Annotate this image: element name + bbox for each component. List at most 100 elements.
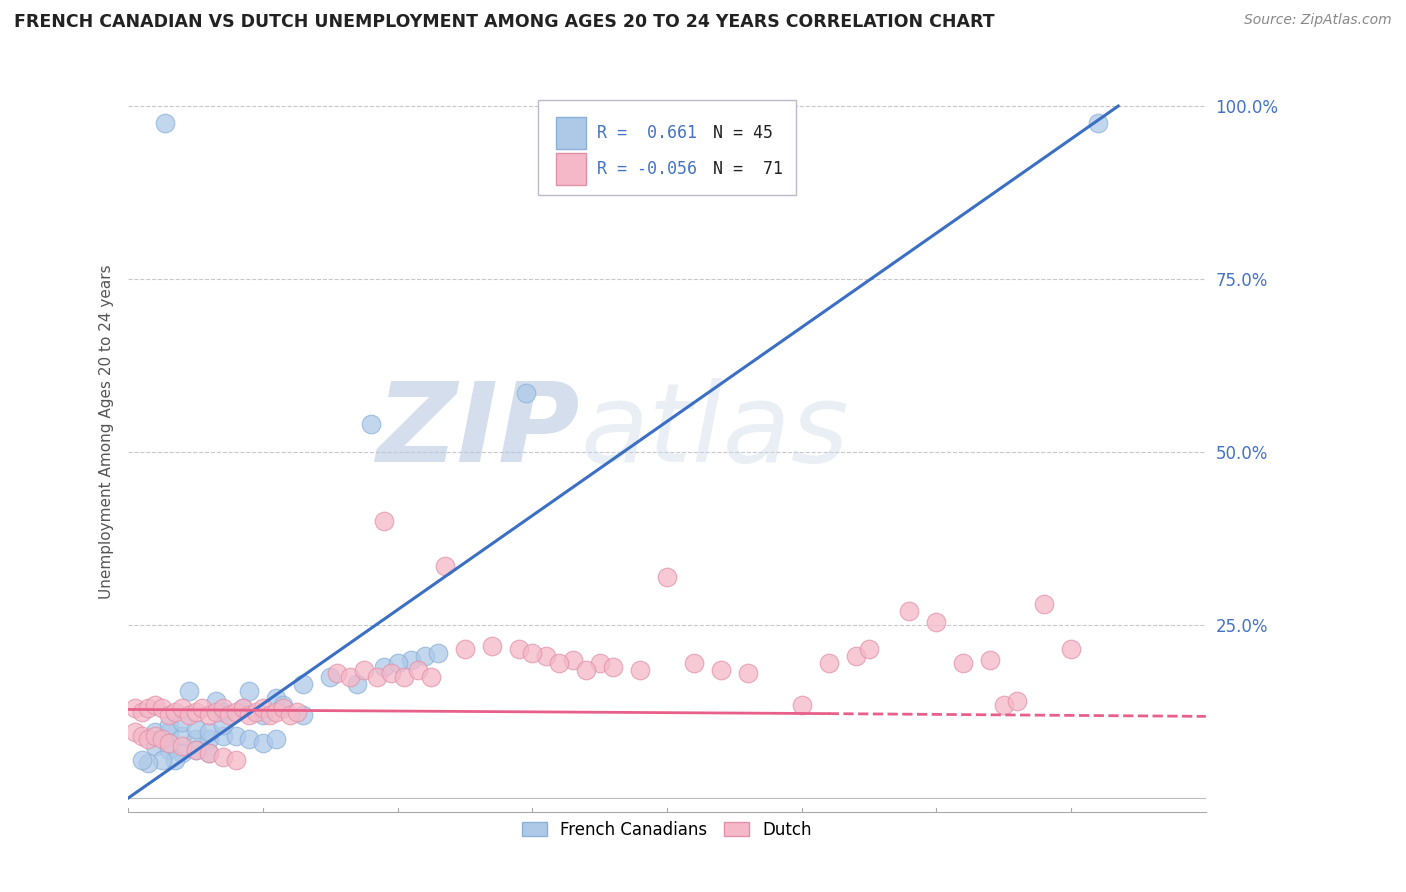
Point — [266, 732, 288, 747]
Point — [925, 615, 948, 629]
Point — [326, 666, 349, 681]
Point — [211, 705, 233, 719]
Point — [952, 656, 974, 670]
Point — [150, 732, 173, 747]
Point — [1087, 116, 1109, 130]
Point — [138, 732, 160, 747]
Text: Source: ZipAtlas.com: Source: ZipAtlas.com — [1244, 13, 1392, 28]
Point — [737, 666, 759, 681]
Point — [138, 701, 160, 715]
Point — [360, 417, 382, 432]
Point — [232, 701, 254, 715]
Point — [238, 708, 260, 723]
Point — [143, 739, 166, 753]
Point — [655, 569, 678, 583]
Point — [184, 732, 207, 747]
Point — [225, 705, 247, 719]
Point — [211, 749, 233, 764]
Point — [534, 649, 557, 664]
Point — [271, 698, 294, 712]
Point — [575, 663, 598, 677]
Point — [252, 708, 274, 723]
Point — [561, 653, 583, 667]
Point — [346, 677, 368, 691]
Point — [184, 742, 207, 756]
Point — [481, 639, 503, 653]
Point — [191, 701, 214, 715]
Point — [245, 705, 267, 719]
Point — [157, 718, 180, 732]
Point — [252, 701, 274, 715]
Point — [420, 670, 443, 684]
Point — [413, 649, 436, 664]
Point — [790, 698, 813, 712]
FancyBboxPatch shape — [555, 117, 586, 149]
Point — [353, 663, 375, 677]
Point — [898, 604, 921, 618]
Point — [394, 670, 416, 684]
Point — [522, 646, 544, 660]
Point — [184, 705, 207, 719]
Point — [266, 705, 288, 719]
Point — [232, 701, 254, 715]
Text: R = -0.056: R = -0.056 — [598, 160, 697, 178]
Y-axis label: Unemployment Among Ages 20 to 24 years: Unemployment Among Ages 20 to 24 years — [100, 264, 114, 599]
Point — [172, 701, 194, 715]
Point — [150, 753, 173, 767]
Point — [979, 653, 1001, 667]
Point — [153, 116, 176, 130]
Point — [1060, 642, 1083, 657]
Point — [157, 725, 180, 739]
Point — [198, 746, 221, 760]
Point — [380, 666, 402, 681]
Point — [508, 642, 530, 657]
Point — [177, 708, 200, 723]
Point — [211, 701, 233, 715]
Point — [165, 753, 187, 767]
Point — [433, 559, 456, 574]
Point — [172, 746, 194, 760]
Point — [399, 653, 422, 667]
Point — [238, 732, 260, 747]
Text: N =  71: N = 71 — [713, 160, 783, 178]
Point — [198, 732, 221, 747]
Point — [266, 690, 288, 705]
Text: ZIP: ZIP — [377, 378, 581, 484]
Point — [1005, 694, 1028, 708]
Point — [172, 739, 194, 753]
Point — [845, 649, 868, 664]
Point — [225, 753, 247, 767]
Point — [373, 659, 395, 673]
Point — [184, 742, 207, 756]
Point — [177, 683, 200, 698]
Point — [124, 701, 146, 715]
Point — [406, 663, 429, 677]
Point — [817, 656, 839, 670]
Point — [710, 663, 733, 677]
Point — [204, 694, 226, 708]
Text: R =  0.661: R = 0.661 — [598, 124, 697, 142]
Point — [165, 705, 187, 719]
Point — [131, 705, 153, 719]
Point — [278, 708, 301, 723]
Point — [143, 725, 166, 739]
Point — [157, 742, 180, 756]
Point — [387, 656, 409, 670]
Point — [138, 756, 160, 771]
Point — [339, 670, 361, 684]
Point — [143, 698, 166, 712]
Point — [548, 656, 571, 670]
Point — [427, 646, 450, 660]
Point — [124, 725, 146, 739]
Point — [198, 746, 221, 760]
Point — [285, 705, 308, 719]
Point — [993, 698, 1015, 712]
Text: FRENCH CANADIAN VS DUTCH UNEMPLOYMENT AMONG AGES 20 TO 24 YEARS CORRELATION CHAR: FRENCH CANADIAN VS DUTCH UNEMPLOYMENT AM… — [14, 13, 994, 31]
Point — [198, 725, 221, 739]
Point — [131, 753, 153, 767]
Point — [319, 670, 342, 684]
Point — [184, 722, 207, 736]
Point — [157, 708, 180, 723]
Point — [143, 729, 166, 743]
Point — [172, 729, 194, 743]
